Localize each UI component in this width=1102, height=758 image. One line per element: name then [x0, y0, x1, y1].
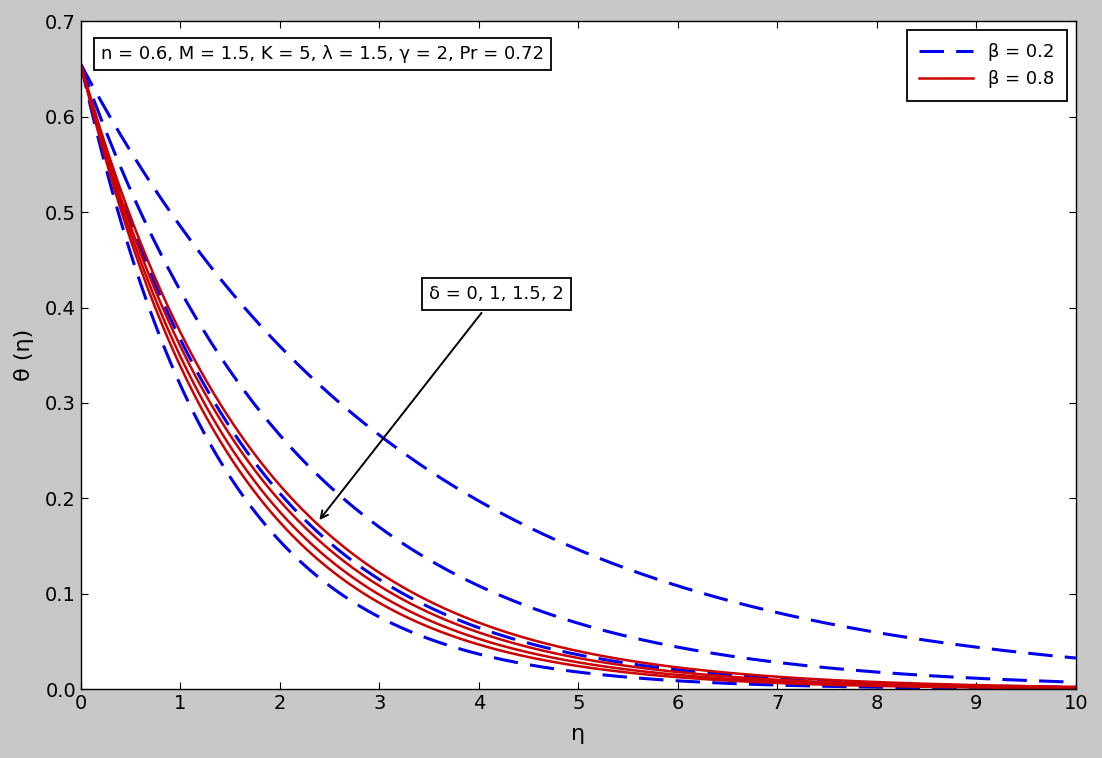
X-axis label: η: η: [571, 724, 585, 744]
Legend: β = 0.2, β = 0.8: β = 0.2, β = 0.8: [907, 30, 1067, 101]
Y-axis label: θ (η): θ (η): [14, 329, 34, 381]
Text: n = 0.6, M = 1.5, K = 5, λ = 1.5, γ = 2, Pr = 0.72: n = 0.6, M = 1.5, K = 5, λ = 1.5, γ = 2,…: [100, 45, 543, 63]
Text: δ = 0, 1, 1.5, 2: δ = 0, 1, 1.5, 2: [321, 285, 564, 518]
